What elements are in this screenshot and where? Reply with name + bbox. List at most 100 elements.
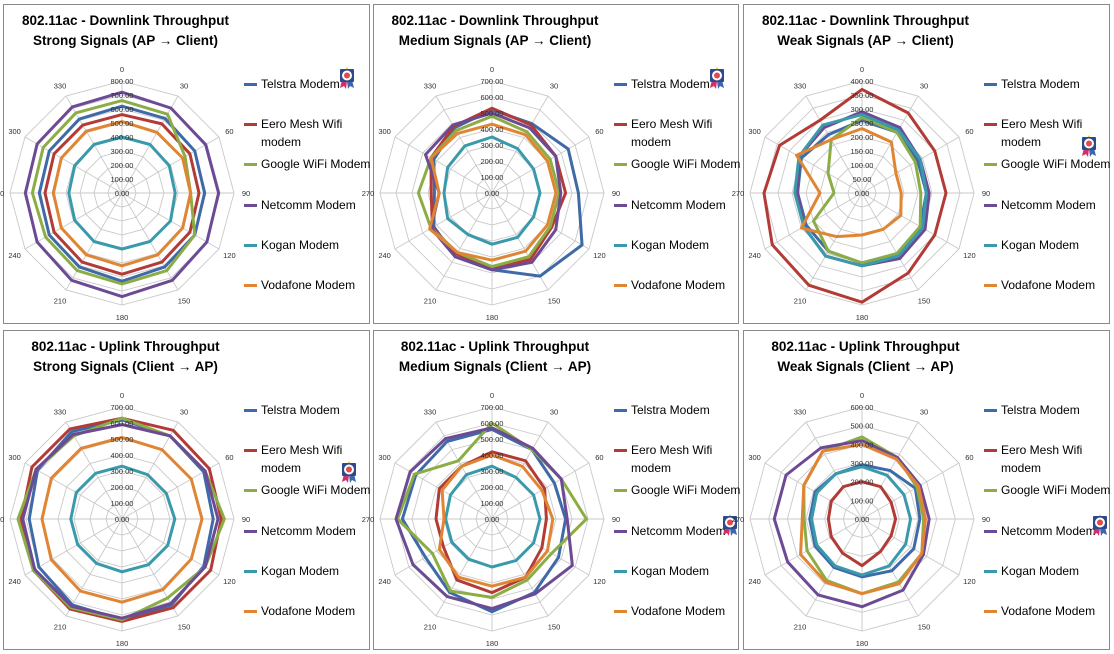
radar-chart: 0.00 100.00 200.00 300.00 400.00 500.00 600.00…	[362, 391, 620, 648]
radial-tick-label: 200.00	[481, 157, 504, 166]
legend-label: Google WiFi Modem	[631, 157, 741, 171]
angle-label: 210	[424, 296, 437, 305]
series-line	[444, 464, 542, 569]
angle-label: 0	[860, 65, 864, 74]
series-line	[19, 416, 223, 623]
chart-title: 802.11ac - Downlink Throughput Medium Sig…	[312, 11, 678, 51]
chart-title-line1: 802.11ac - Downlink Throughput	[21, 13, 230, 28]
legend-swatch	[984, 449, 997, 452]
legend-swatch	[244, 489, 257, 492]
radial-tick-label: 600.00	[851, 403, 874, 412]
chart-panel: 802.11ac - Downlink Throughput Weak Signa…	[732, 4, 1110, 324]
angle-label: 180	[116, 313, 129, 322]
legend-label: Netcomm Modem	[631, 198, 726, 212]
legend-label: Telstra Modem	[631, 403, 710, 417]
series-line	[795, 127, 903, 239]
grid-spoke	[491, 95, 549, 194]
angle-label: 0	[120, 65, 124, 74]
grid-spoke	[805, 95, 863, 194]
radial-tick-label: 150.00	[851, 147, 874, 156]
chart-title: 802.11ac - Downlink Throughput Strong Sig…	[0, 11, 309, 51]
radial-tick-label: 0.00	[115, 189, 130, 198]
legend-swatch	[984, 83, 997, 86]
angle-label: 270	[0, 515, 4, 524]
legend-swatch	[984, 530, 997, 533]
legend-swatch	[244, 449, 257, 452]
legend-swatch	[614, 123, 627, 126]
radial-tick-label: 200.00	[481, 483, 504, 492]
angle-label: 240	[8, 251, 21, 260]
legend-swatch	[614, 570, 627, 573]
grid-spoke	[394, 192, 493, 250]
legend-label: Telstra Modem	[261, 403, 340, 417]
award-ribbon-icon	[1081, 135, 1097, 157]
angle-label: 0	[860, 391, 864, 400]
series-line	[772, 439, 931, 609]
grid-spoke	[861, 136, 960, 194]
grid-spoke	[861, 192, 960, 250]
legend-label: Kogan Modem	[1001, 238, 1080, 252]
radial-tick-label: 200.00	[851, 478, 874, 487]
series-line	[37, 104, 207, 283]
grid-spoke	[121, 421, 179, 520]
radial-tick-label: 600.00	[481, 419, 504, 428]
legend-label: Eero Mesh Wifi modem	[261, 117, 343, 149]
series-line	[428, 122, 558, 262]
series-line	[394, 426, 574, 611]
angle-label: 60	[595, 453, 603, 462]
angle-label: 180	[856, 639, 869, 648]
radial-tick-label: 300.00	[851, 459, 874, 468]
legend-swatch	[614, 489, 627, 492]
radial-tick-label: 300.00	[111, 467, 134, 476]
radial-tick-label: 0.00	[485, 515, 500, 524]
grid-spoke	[394, 136, 493, 194]
chart-title: 802.11ac - Uplink Throughput Weak Signals…	[682, 337, 1049, 377]
radial-tick-label: 50.00	[853, 175, 872, 184]
legend-swatch	[244, 530, 257, 533]
grid-spoke	[491, 192, 549, 291]
angle-label: 300	[8, 127, 21, 136]
series-line	[30, 99, 197, 286]
radial-tick-label: 0.00	[115, 515, 130, 524]
radial-tick-label: 200.00	[851, 133, 874, 142]
series-line	[799, 442, 927, 596]
chart-title-line1: 802.11ac - Downlink Throughput	[761, 13, 970, 28]
angle-label: 240	[748, 251, 761, 260]
radial-tick-label: 600.00	[481, 93, 504, 102]
series-line	[812, 115, 923, 265]
angle-label: 90	[242, 515, 250, 524]
legend-label: Telstra Modem	[1001, 77, 1080, 91]
grid-spoke	[435, 95, 493, 194]
angle-label: 270	[362, 189, 375, 198]
angle-label: 30	[550, 408, 558, 417]
angle-label: 300	[378, 127, 391, 136]
radial-tick-label: 500.00	[111, 435, 134, 444]
grid-spoke	[491, 136, 590, 194]
radial-tick-label: 100.00	[481, 499, 504, 508]
angle-label: 270	[732, 515, 745, 524]
legend-label: Telstra Modem	[1001, 403, 1080, 417]
grid-spoke	[121, 518, 179, 617]
angle-label: 120	[223, 577, 236, 586]
angle-label: 330	[54, 82, 67, 91]
angle-label: 90	[612, 515, 620, 524]
series-line	[437, 453, 555, 588]
angle-label: 150	[178, 622, 191, 631]
legend-label: Eero Mesh Wifi modem	[1001, 443, 1083, 475]
angle-label: 300	[8, 453, 21, 462]
chart-panel: 802.11ac - Downlink Throughput Medium Sig…	[362, 4, 741, 324]
angle-label: 150	[548, 622, 561, 631]
chart-panel: 802.11ac - Uplink Throughput Strong Signa…	[0, 330, 370, 650]
legend-label: Kogan Modem	[261, 564, 340, 578]
angle-label: 300	[748, 453, 761, 462]
legend-swatch	[614, 284, 627, 287]
legend-label: Kogan Modem	[261, 238, 340, 252]
angle-label: 240	[378, 251, 391, 260]
angle-label: 300	[378, 453, 391, 462]
award-ribbon-icon	[1092, 514, 1108, 536]
angle-label: 60	[225, 127, 233, 136]
legend-swatch	[614, 449, 627, 452]
radial-tick-label: 200.00	[111, 483, 134, 492]
angle-label: 210	[54, 622, 67, 631]
radar-chart: 0.00 50.00 100.00 150.00 200.00 250.00 300.00 3…	[732, 65, 990, 322]
